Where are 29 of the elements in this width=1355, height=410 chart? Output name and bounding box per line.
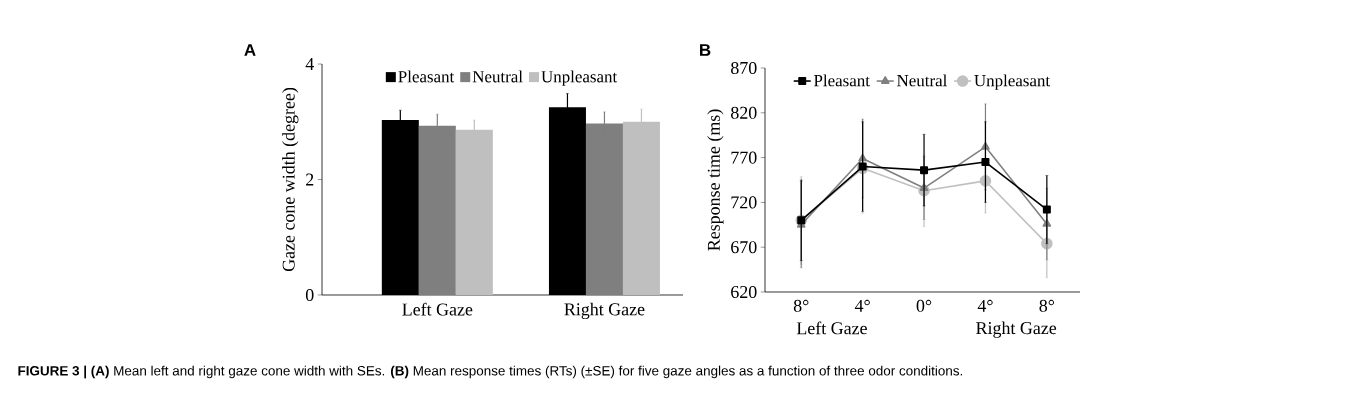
y-tick-label: 820 bbox=[731, 106, 757, 119]
legend-label: Unpleasant bbox=[974, 74, 1051, 90]
x-tick-label: 4° bbox=[854, 299, 870, 312]
y-axis-title: Response time (ms) bbox=[707, 109, 724, 251]
x-tick-label: 8° bbox=[793, 299, 809, 312]
text: Left Gaze bbox=[796, 321, 867, 335]
y-tick-label: 720 bbox=[731, 196, 757, 209]
y-tick-label: 4 bbox=[305, 58, 314, 70]
y-axis-title: Gaze cone width (degree) bbox=[282, 87, 299, 272]
legend-label: Neutral bbox=[472, 70, 523, 83]
text: FIGURE 3 | (A) Mean left and right gaze cone width with SEs. (B) Mean response times (RTs) (±SE) for five gaze angles as a function of three odor conditions. bbox=[18, 365, 963, 379]
y-tick-label: 2 bbox=[306, 173, 314, 186]
chart-title: A bbox=[244, 44, 256, 56]
x-tick-label: Right Gaze bbox=[564, 302, 645, 320]
legend-label: Unpleasant bbox=[541, 70, 618, 86]
y-tick-label: 670 bbox=[731, 241, 757, 254]
y-tick-label: 620 bbox=[731, 285, 757, 299]
legend-label: Pleasant bbox=[814, 74, 870, 87]
y-tick-label: 870 bbox=[731, 61, 757, 75]
x-tick-label: 8° bbox=[1039, 299, 1055, 312]
chart-title: B bbox=[700, 44, 711, 56]
x-tick-label: Left Gaze bbox=[402, 302, 473, 316]
legend-label: Pleasant bbox=[398, 70, 455, 83]
y-tick-label: 770 bbox=[731, 151, 757, 164]
y-tick-label: 0 bbox=[305, 288, 314, 302]
legend-label: Neutral bbox=[897, 74, 947, 87]
x-tick-label: 4° bbox=[977, 299, 993, 312]
text: Right Gaze bbox=[976, 321, 1057, 338]
x-tick-label: 0° bbox=[916, 299, 932, 312]
